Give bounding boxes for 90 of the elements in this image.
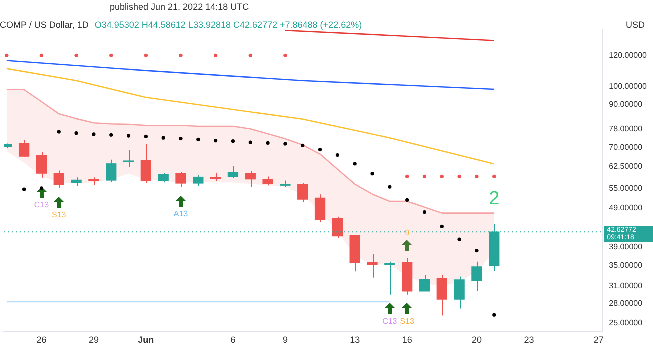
point: [475, 249, 479, 253]
y-tick-label: 55.00000: [609, 184, 644, 193]
candlestick: [436, 274, 448, 316]
y-tick-label: 49.00000: [609, 204, 644, 213]
point: [370, 172, 374, 176]
y-tick-label: 90.00000: [609, 100, 644, 109]
point: [144, 134, 148, 139]
y-tick-label: 35.00000: [609, 260, 644, 270]
candlestick: [402, 258, 413, 296]
chart-subtitle: O34.95302 H44.58612 L33.92818 C42.62772 +7.86488 (+22.62%): [94, 20, 362, 30]
text: published Jun 21, 2022 14:18 UTC: [110, 2, 250, 12]
point: [196, 138, 200, 142]
point: [110, 54, 114, 58]
point: [406, 174, 410, 179]
y-tick-label: 120.00000: [609, 50, 648, 60]
chart-title: COMP / US Dollar, 1D: [0, 20, 89, 30]
candlestick: [419, 274, 430, 292]
point: [353, 162, 357, 166]
x-tick-label: 9: [282, 335, 288, 346]
x-tick-label: 13: [350, 335, 360, 346]
annotation: S13: [52, 210, 67, 220]
candlestick: [176, 172, 186, 188]
point: [422, 210, 427, 214]
point: [5, 54, 9, 58]
point: [266, 141, 270, 146]
point: [179, 136, 183, 141]
point: [179, 54, 183, 58]
point: [440, 224, 444, 229]
point: [406, 198, 410, 202]
annotation: 9: [405, 228, 410, 238]
y-tick-label: 78.00000: [609, 124, 644, 134]
point: [248, 140, 252, 144]
y-axis-title: USD: [626, 20, 645, 30]
point: [458, 238, 462, 242]
point: [284, 54, 288, 58]
candlestick: [71, 177, 82, 187]
x-tick-label: 27: [594, 335, 604, 346]
y-tick-label: 70.00000: [609, 142, 644, 152]
point: [74, 54, 78, 58]
candlestick: [18, 140, 30, 158]
annotation: S13: [400, 317, 415, 326]
point: [231, 140, 236, 144]
y-tick-label: 100.00000: [609, 82, 648, 91]
x-tick-label: 16: [402, 335, 412, 346]
x-tick-label: 23: [524, 335, 534, 346]
point: [214, 139, 218, 143]
point: [458, 174, 462, 179]
point: [440, 174, 444, 179]
point: [336, 153, 340, 158]
candlestick: [106, 159, 117, 183]
x-tick-label: 6: [230, 335, 236, 346]
y-tick-label: 25.00000: [609, 318, 644, 328]
point: [57, 130, 61, 134]
candlestick: [472, 261, 482, 292]
point: [492, 174, 496, 179]
point: [92, 132, 96, 136]
point: [301, 144, 305, 148]
point: [248, 54, 252, 58]
candlestick: [123, 150, 134, 168]
point: [126, 134, 131, 138]
point: [40, 54, 44, 58]
annotation: C13: [34, 200, 50, 210]
point: [422, 174, 427, 179]
candlestick: [193, 175, 204, 187]
y-tick-label: 39.00000: [609, 242, 644, 252]
annotation: A13: [174, 209, 189, 218]
candlestick: [454, 276, 465, 310]
y-tick-label: 31.00000: [609, 282, 644, 291]
point: [40, 186, 44, 190]
point: [475, 174, 479, 179]
point: [492, 313, 496, 317]
point: [22, 188, 26, 192]
candlestick: [367, 253, 378, 278]
point: [162, 136, 166, 140]
point: [74, 132, 78, 136]
x-tick-label: Jun: [138, 335, 154, 346]
candlestick: [228, 166, 239, 179]
x-tick-label: 26: [36, 335, 47, 346]
point: [284, 142, 288, 146]
y-tick-label: 28.00000: [609, 298, 644, 308]
point: [388, 185, 392, 189]
annotation: C13: [382, 317, 398, 326]
point: [110, 133, 114, 137]
point: [318, 148, 322, 152]
y-tick-label: 62.50000: [609, 162, 644, 172]
x-tick-label: 20: [472, 335, 482, 346]
x-tick-label: 29: [88, 335, 99, 346]
point: [214, 54, 218, 58]
point: [144, 54, 148, 58]
annotation: 2: [489, 188, 500, 210]
